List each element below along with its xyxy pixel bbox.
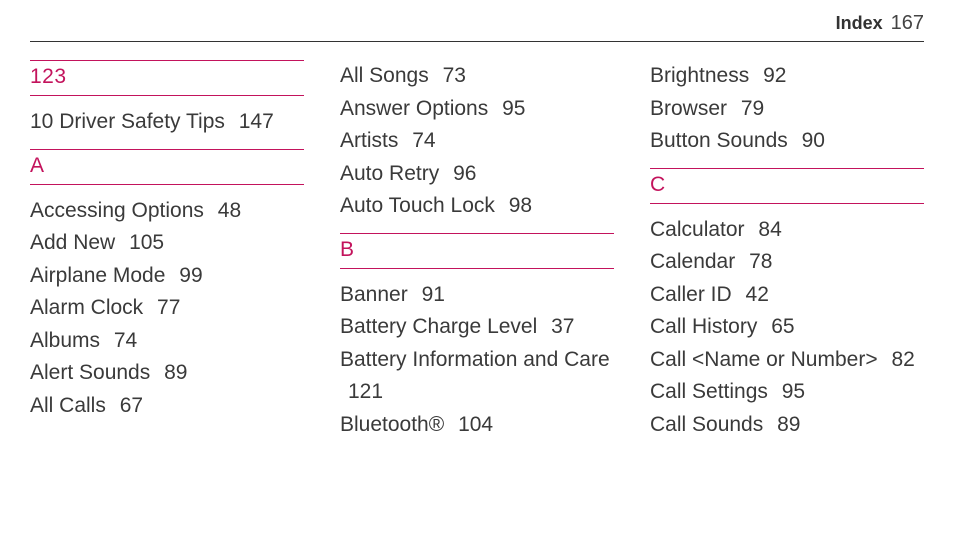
index-entry: Bluetooth® 104 bbox=[340, 409, 614, 442]
entry-title: Add New bbox=[30, 231, 115, 254]
page-header: Index 167 bbox=[30, 12, 924, 42]
entry-title: Answer Options bbox=[340, 97, 488, 120]
entry-page: 95 bbox=[502, 97, 525, 120]
entry-page: 79 bbox=[741, 97, 764, 120]
index-entry: Add New 105 bbox=[30, 227, 304, 260]
index-entry: Call Sounds 89 bbox=[650, 409, 924, 442]
index-column: All Songs 73Answer Options 95Artists 74A… bbox=[340, 60, 614, 441]
entry-page: 84 bbox=[758, 218, 781, 241]
entry-page: 65 bbox=[771, 315, 794, 338]
index-entry: Answer Options 95 bbox=[340, 93, 614, 126]
index-entry: Browser 79 bbox=[650, 93, 924, 126]
entry-title: Auto Touch Lock bbox=[340, 194, 495, 217]
entry-page: 90 bbox=[802, 129, 825, 152]
entry-title: Alarm Clock bbox=[30, 296, 143, 319]
index-entry: Banner 91 bbox=[340, 279, 614, 312]
index-column: Brightness 92Browser 79Button Sounds 90C… bbox=[650, 60, 924, 441]
entry-page: 98 bbox=[509, 194, 532, 217]
entry-title: Artists bbox=[340, 129, 398, 152]
entry-title: Call History bbox=[650, 315, 757, 338]
entry-title: Airplane Mode bbox=[30, 264, 165, 287]
entry-page: 89 bbox=[777, 413, 800, 436]
index-entry: Albums 74 bbox=[30, 325, 304, 358]
index-entry: All Calls 67 bbox=[30, 390, 304, 423]
section-heading: C bbox=[650, 168, 924, 204]
index-entry: Artists 74 bbox=[340, 125, 614, 158]
entry-page: 99 bbox=[179, 264, 202, 287]
entry-page: 104 bbox=[458, 413, 493, 436]
section-heading: B bbox=[340, 233, 614, 269]
section-heading: A bbox=[30, 149, 304, 185]
entry-title: Calendar bbox=[650, 250, 735, 273]
index-column: 123 10 Driver Safety Tips 147 A Accessing O… bbox=[30, 60, 304, 441]
entry-title: Albums bbox=[30, 329, 100, 352]
entry-title: Call Sounds bbox=[650, 413, 763, 436]
index-columns: 123 10 Driver Safety Tips 147 A Accessing O… bbox=[30, 60, 924, 441]
entry-page: 73 bbox=[443, 64, 466, 87]
entry-page: 42 bbox=[746, 283, 769, 306]
index-entry: Airplane Mode 99 bbox=[30, 260, 304, 293]
entry-title: Accessing Options bbox=[30, 199, 204, 222]
index-entry: Accessing Options 48 bbox=[30, 195, 304, 228]
entry-page: 91 bbox=[422, 283, 445, 306]
index-entry: All Songs 73 bbox=[340, 60, 614, 93]
entry-title: 10 Driver Safety Tips bbox=[30, 110, 225, 133]
index-page: Index 167 12310 Driver Safety Tips 147AA… bbox=[0, 0, 954, 546]
index-entry: Button Sounds 90 bbox=[650, 125, 924, 158]
entry-page: 92 bbox=[763, 64, 786, 87]
entry-title: Call Settings bbox=[650, 380, 768, 403]
entry-page: 74 bbox=[412, 129, 435, 152]
entry-page: 37 bbox=[551, 315, 574, 338]
entry-title: Calculator bbox=[650, 218, 745, 241]
entry-title: Battery Information and Care bbox=[340, 348, 610, 371]
entry-page: 67 bbox=[120, 394, 143, 417]
entry-title: Auto Retry bbox=[340, 162, 439, 185]
index-entry: Calendar 78 bbox=[650, 246, 924, 279]
entry-title: Call <Name or Number> bbox=[650, 348, 878, 371]
entry-title: Alert Sounds bbox=[30, 361, 150, 384]
index-entry: Calculator 84 bbox=[650, 214, 924, 247]
section-heading: 123 bbox=[30, 60, 304, 96]
index-entry: Call History 65 bbox=[650, 311, 924, 344]
index-entry: Alarm Clock 77 bbox=[30, 292, 304, 325]
entry-page: 121 bbox=[348, 380, 383, 403]
entry-page: 74 bbox=[114, 329, 137, 352]
index-entry: Battery Information and Care 121 bbox=[340, 344, 614, 409]
entry-page: 77 bbox=[157, 296, 180, 319]
entry-title: Brightness bbox=[650, 64, 749, 87]
header-label: Index bbox=[836, 13, 883, 34]
index-entry: 10 Driver Safety Tips 147 bbox=[30, 106, 304, 139]
header-page-number: 167 bbox=[891, 12, 924, 35]
entry-page: 95 bbox=[782, 380, 805, 403]
entry-page: 48 bbox=[218, 199, 241, 222]
entry-page: 96 bbox=[453, 162, 476, 185]
entry-title: Browser bbox=[650, 97, 727, 120]
entry-title: Battery Charge Level bbox=[340, 315, 537, 338]
entry-page: 147 bbox=[239, 110, 274, 133]
index-entry: Auto Touch Lock 98 bbox=[340, 190, 614, 223]
index-entry: Caller ID 42 bbox=[650, 279, 924, 312]
entry-page: 105 bbox=[129, 231, 164, 254]
entry-page: 89 bbox=[164, 361, 187, 384]
entry-title: All Calls bbox=[30, 394, 106, 417]
index-entry: Call Settings 95 bbox=[650, 376, 924, 409]
entry-title: Caller ID bbox=[650, 283, 732, 306]
entry-title: All Songs bbox=[340, 64, 429, 87]
index-entry: Call <Name or Number> 82 bbox=[650, 344, 924, 377]
index-entry: Battery Charge Level 37 bbox=[340, 311, 614, 344]
entry-page: 82 bbox=[891, 348, 914, 371]
entry-title: Button Sounds bbox=[650, 129, 788, 152]
entry-title: Banner bbox=[340, 283, 408, 306]
entry-title: Bluetooth® bbox=[340, 413, 444, 436]
entry-page: 78 bbox=[749, 250, 772, 273]
index-entry: Auto Retry 96 bbox=[340, 158, 614, 191]
index-entry: Alert Sounds 89 bbox=[30, 357, 304, 390]
index-entry: Brightness 92 bbox=[650, 60, 924, 93]
